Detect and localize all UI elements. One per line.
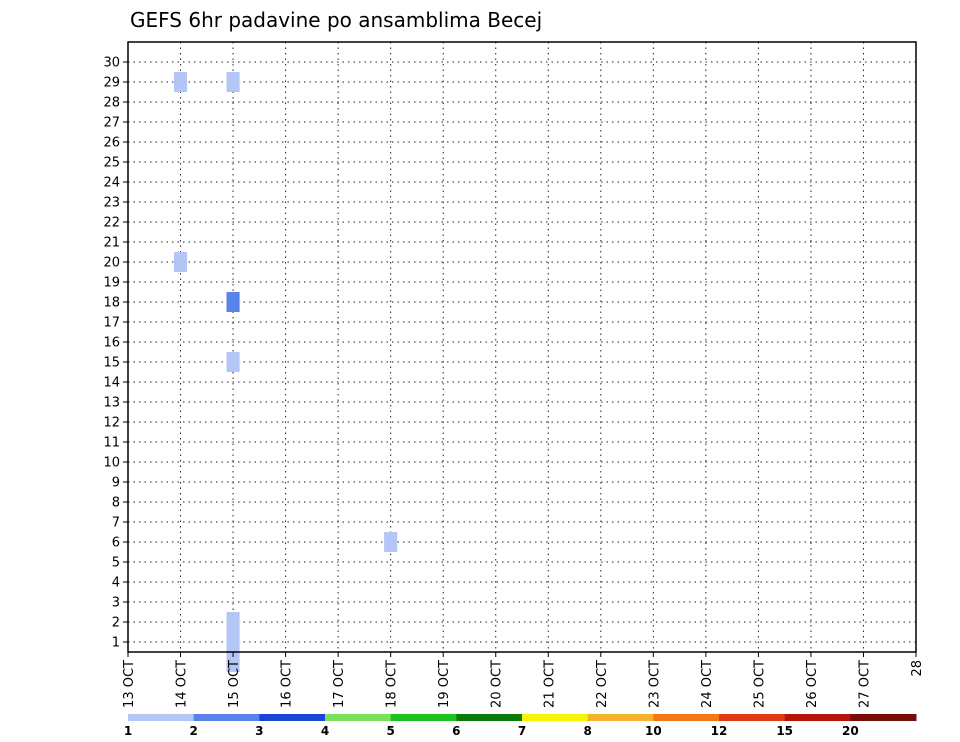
x-tick-label: 16 OCT [280, 660, 295, 708]
y-tick-label: 4 [112, 576, 120, 591]
precip-cell [226, 292, 240, 312]
y-tick-label: 1 [112, 636, 120, 651]
legend-label: 15 [776, 724, 793, 738]
y-tick-label: 20 [103, 256, 120, 271]
precip-cell [226, 632, 240, 652]
legend-swatch [325, 714, 392, 721]
chart-title: GEFS 6hr padavine po ansamblima Becej [130, 8, 542, 32]
x-tick-label: 26 OCT [805, 660, 820, 708]
chart-grid [128, 42, 916, 652]
x-tick-label: 21 OCT [542, 660, 557, 708]
y-tick-label: 23 [103, 196, 120, 211]
y-tick-label: 2 [112, 616, 120, 631]
x-tick-label: 15 OCT [227, 660, 242, 708]
y-tick-label: 6 [112, 536, 120, 551]
legend-swatch [850, 714, 917, 721]
precip-cell [173, 252, 188, 272]
legend-label: 1 [124, 724, 132, 738]
x-tick-label: 18 OCT [385, 660, 400, 708]
x-tick-label: 23 OCT [647, 660, 662, 708]
y-axis: 1234567891011121314151617181920212223242… [103, 56, 128, 651]
legend-swatch [456, 714, 523, 721]
legend-label: 7 [518, 724, 526, 738]
x-tick-label: 13 OCT [122, 660, 137, 708]
x-tick-label: 17 OCT [332, 660, 347, 708]
y-tick-label: 21 [103, 236, 120, 251]
y-tick-label: 25 [103, 156, 120, 171]
y-tick-label: 28 [103, 96, 120, 111]
y-tick-label: 27 [103, 116, 120, 131]
precip-cell [226, 72, 240, 92]
legend-label: 10 [645, 724, 662, 738]
precip-cell [226, 352, 240, 372]
y-tick-label: 12 [103, 416, 120, 431]
legend-label: 3 [255, 724, 263, 738]
legend-swatch [587, 714, 654, 721]
y-tick-label: 13 [103, 396, 120, 411]
y-tick-label: 29 [103, 76, 120, 91]
legend-label: 2 [189, 724, 197, 738]
x-tick-label: 22 OCT [595, 660, 610, 708]
legend-label: 12 [711, 724, 728, 738]
legend-label: 5 [386, 724, 394, 738]
y-tick-label: 7 [112, 516, 120, 531]
precip-cell [384, 532, 398, 552]
legend-swatch [653, 714, 720, 721]
y-tick-label: 11 [103, 436, 120, 451]
y-tick-label: 17 [103, 316, 120, 331]
y-tick-label: 15 [103, 356, 120, 371]
y-tick-label: 19 [103, 276, 120, 291]
legend-swatch [522, 714, 589, 721]
legend-label: 6 [452, 724, 460, 738]
y-tick-label: 22 [103, 216, 120, 231]
y-tick-label: 24 [103, 176, 120, 191]
legend-swatch [259, 714, 326, 721]
x-tick-label: 14 OCT [175, 660, 190, 708]
x-tick-label: 25 OCT [752, 660, 767, 708]
x-tick-label: 24 OCT [700, 660, 715, 708]
y-tick-label: 3 [112, 596, 120, 611]
y-tick-label: 30 [103, 56, 120, 71]
legend-label: 4 [321, 724, 329, 738]
y-tick-label: 16 [103, 336, 120, 351]
legend-swatch [193, 714, 260, 721]
y-tick-label: 5 [112, 556, 120, 571]
y-tick-label: 18 [103, 296, 120, 311]
precip-cell [226, 612, 240, 632]
chart-cells [173, 72, 398, 672]
legend-swatch [128, 714, 195, 721]
y-tick-label: 26 [103, 136, 120, 151]
legend-label: 8 [583, 724, 591, 738]
y-tick-label: 14 [103, 376, 120, 391]
plot-frame [127, 41, 917, 653]
color-legend: 1 2 3 4 5 6 7 8 10 12 15 20 [124, 714, 917, 738]
y-tick-label: 8 [112, 496, 120, 511]
x-axis: 13 OCT 14 OCT 15 OCT 16 OCT 17 OCT 18 OCT 19 O… [122, 652, 925, 708]
legend-swatch [784, 714, 851, 721]
legend-swatch [719, 714, 786, 721]
x-tick-label: 27 OCT [857, 660, 872, 708]
y-tick-label: 9 [112, 476, 120, 491]
precip-cell [173, 72, 188, 92]
x-tick-label: 19 OCT [437, 660, 452, 708]
precip-cell [226, 652, 240, 672]
legend-label: 20 [842, 724, 859, 738]
y-tick-label: 10 [103, 456, 120, 471]
x-tick-label: 28 [910, 660, 925, 677]
legend-swatch [390, 714, 457, 721]
x-tick-label: 20 OCT [490, 660, 505, 708]
